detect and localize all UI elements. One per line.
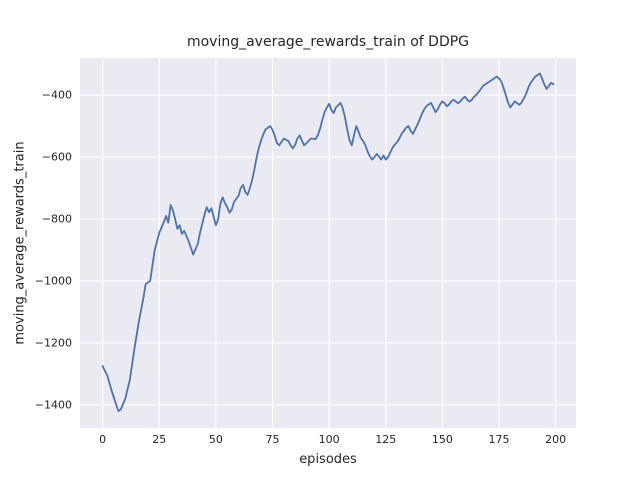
grid-lines xyxy=(80,58,576,428)
x-tick-label: 150 xyxy=(431,433,453,446)
y-tick-label: −1200 xyxy=(34,336,72,350)
x-axis-label: episodes xyxy=(299,452,357,467)
y-tick-label: −600 xyxy=(41,150,72,164)
x-tick-label: 0 xyxy=(99,433,107,446)
plot-canvas xyxy=(80,58,576,428)
chart-title: moving_average_rewards_train of DDPG xyxy=(186,34,470,50)
y-tick-label: −1400 xyxy=(34,398,72,412)
y-axis-label: moving_average_rewards_train xyxy=(12,141,28,345)
x-axis-tick-labels: 0 25 50 75 100 125 150 175 200 xyxy=(80,433,576,449)
x-tick-label: 75 xyxy=(265,433,280,446)
y-tick-label: −1000 xyxy=(34,274,72,288)
x-tick-label: 50 xyxy=(208,433,223,446)
x-tick-label: 125 xyxy=(375,433,397,446)
x-tick-label: 175 xyxy=(488,433,510,446)
x-tick-label: 100 xyxy=(318,433,340,446)
plot-area xyxy=(80,58,576,428)
y-tick-label: −400 xyxy=(41,88,72,102)
x-tick-label: 200 xyxy=(545,433,567,446)
x-tick-label: 25 xyxy=(152,433,167,446)
reward-line-series xyxy=(101,72,555,412)
y-tick-label: −800 xyxy=(41,212,72,226)
y-axis-tick-labels: −1400 −1200 −1000 −800 −600 −400 xyxy=(0,58,72,428)
